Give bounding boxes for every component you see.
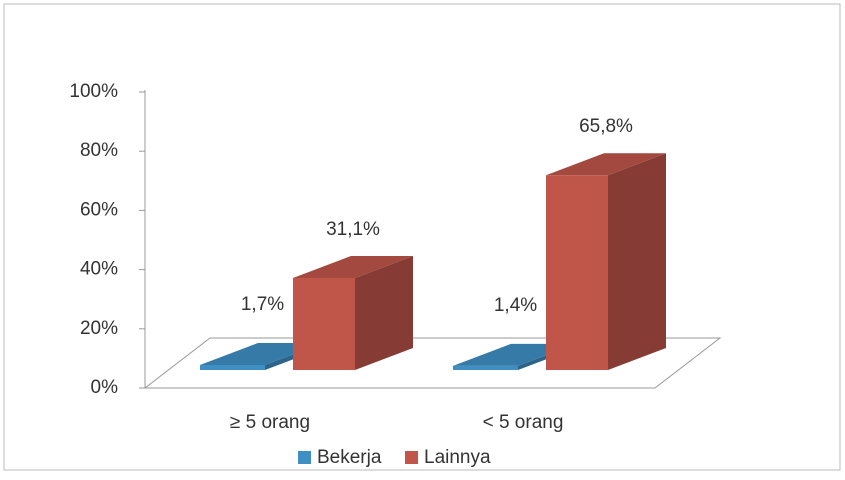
bar	[200, 364, 265, 370]
legend-label: Bekerja	[317, 447, 382, 468]
y-tick-label: 100%	[69, 81, 118, 102]
data-label: 1,7%	[241, 294, 284, 315]
data-label: 31,1%	[326, 219, 380, 240]
y-tick-label: 40%	[80, 259, 118, 280]
floor	[143, 337, 722, 389]
chart-border	[3, 3, 841, 471]
bar	[293, 277, 355, 370]
bar-side	[608, 153, 666, 370]
bar-top	[293, 255, 413, 278]
bar	[453, 365, 518, 370]
legend-label: Lainnya	[424, 447, 491, 468]
y-tick-label: 0%	[91, 377, 119, 398]
data-label: 65,8%	[579, 116, 633, 137]
y-tick-label: 60%	[80, 199, 118, 220]
x-tick-label: ≥ 5 orang	[230, 412, 310, 433]
x-tick-label: < 5 orang	[483, 412, 564, 433]
bar	[546, 175, 608, 370]
bar-top	[453, 343, 576, 366]
y-tick-label: 20%	[80, 318, 118, 339]
y-tick-label: 80%	[80, 140, 118, 161]
bar-side	[355, 255, 413, 370]
legend-swatch	[298, 451, 311, 464]
data-label: 1,4%	[494, 295, 537, 316]
bar-top	[546, 153, 666, 176]
legend-swatch	[405, 451, 418, 464]
bar-top	[200, 342, 323, 365]
